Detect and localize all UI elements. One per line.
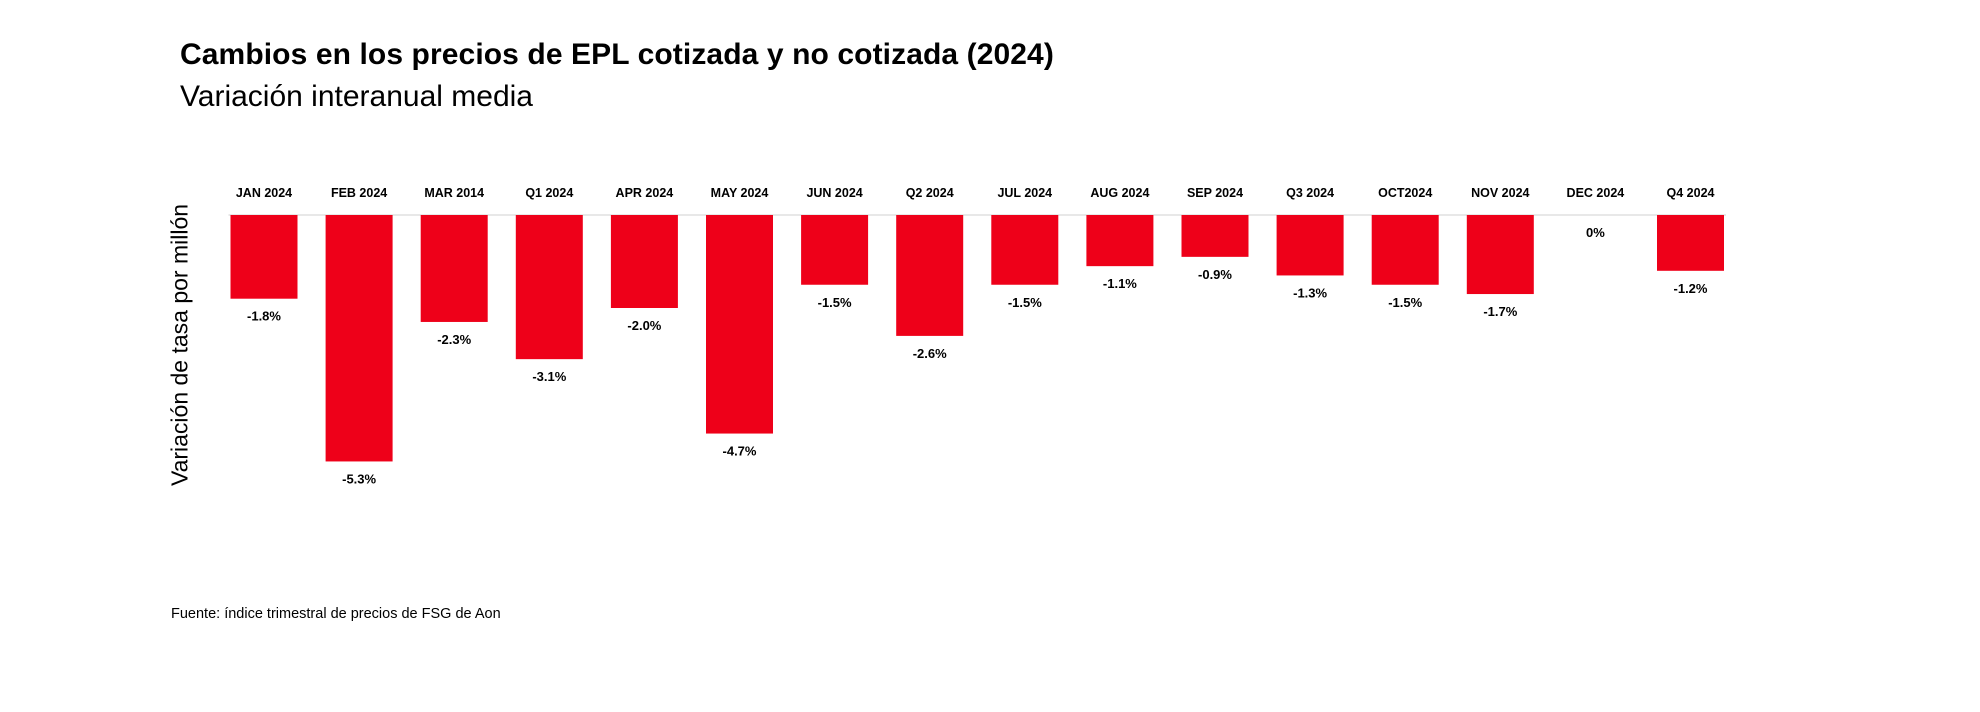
category-label: Q3 2024 <box>1286 186 1334 200</box>
data-label: -1.2% <box>1674 281 1708 296</box>
data-label: -1.1% <box>1103 276 1137 291</box>
bar <box>1466 215 1534 295</box>
data-label: -1.8% <box>247 309 281 324</box>
bar <box>515 215 583 360</box>
category-label: Q4 2024 <box>1667 186 1715 200</box>
data-label: -1.5% <box>818 295 852 310</box>
data-label: -1.3% <box>1293 285 1327 300</box>
bar <box>991 215 1059 285</box>
data-label: -1.5% <box>1008 295 1042 310</box>
data-label: -5.3% <box>342 471 376 486</box>
category-label: DEC 2024 <box>1567 186 1625 200</box>
bar <box>1086 215 1154 267</box>
bar <box>1371 215 1439 285</box>
bar <box>1657 215 1724 271</box>
category-label: JUL 2024 <box>997 186 1052 200</box>
data-label: -0.9% <box>1198 267 1232 282</box>
category-label: AUG 2024 <box>1090 186 1149 200</box>
bar <box>1181 215 1249 257</box>
category-label: JUN 2024 <box>806 186 862 200</box>
category-label: OCT2024 <box>1378 186 1432 200</box>
data-label: -2.6% <box>913 346 947 361</box>
category-label: Q1 2024 <box>525 186 573 200</box>
bar <box>325 215 393 462</box>
chart-title: Cambios en los precios de EPL cotizada y… <box>180 38 1054 71</box>
data-label: 0% <box>1586 225 1605 240</box>
category-label: NOV 2024 <box>1471 186 1529 200</box>
data-label: -2.3% <box>437 332 471 347</box>
bar <box>706 215 773 434</box>
category-label: JAN 2024 <box>236 186 292 200</box>
data-label: -4.7% <box>723 444 757 459</box>
category-label: Q2 2024 <box>906 186 954 200</box>
category-label: MAY 2024 <box>711 186 769 200</box>
category-label: APR 2024 <box>616 186 674 200</box>
category-label: SEP 2024 <box>1187 186 1243 200</box>
data-label: -1.7% <box>1483 304 1517 319</box>
bar <box>1276 215 1344 276</box>
bar <box>610 215 678 308</box>
bar <box>420 215 488 322</box>
source-note: Fuente: índice trimestral de precios de … <box>171 606 501 622</box>
data-label: -2.0% <box>627 318 661 333</box>
category-label: MAR 2014 <box>424 186 484 200</box>
category-label: FEB 2024 <box>331 186 387 200</box>
chart-subtitle: Variación interanual media <box>180 80 533 113</box>
bar <box>230 215 298 299</box>
bar <box>896 215 964 336</box>
data-label: -3.1% <box>532 369 566 384</box>
bar <box>801 215 869 285</box>
data-label: -1.5% <box>1388 295 1422 310</box>
